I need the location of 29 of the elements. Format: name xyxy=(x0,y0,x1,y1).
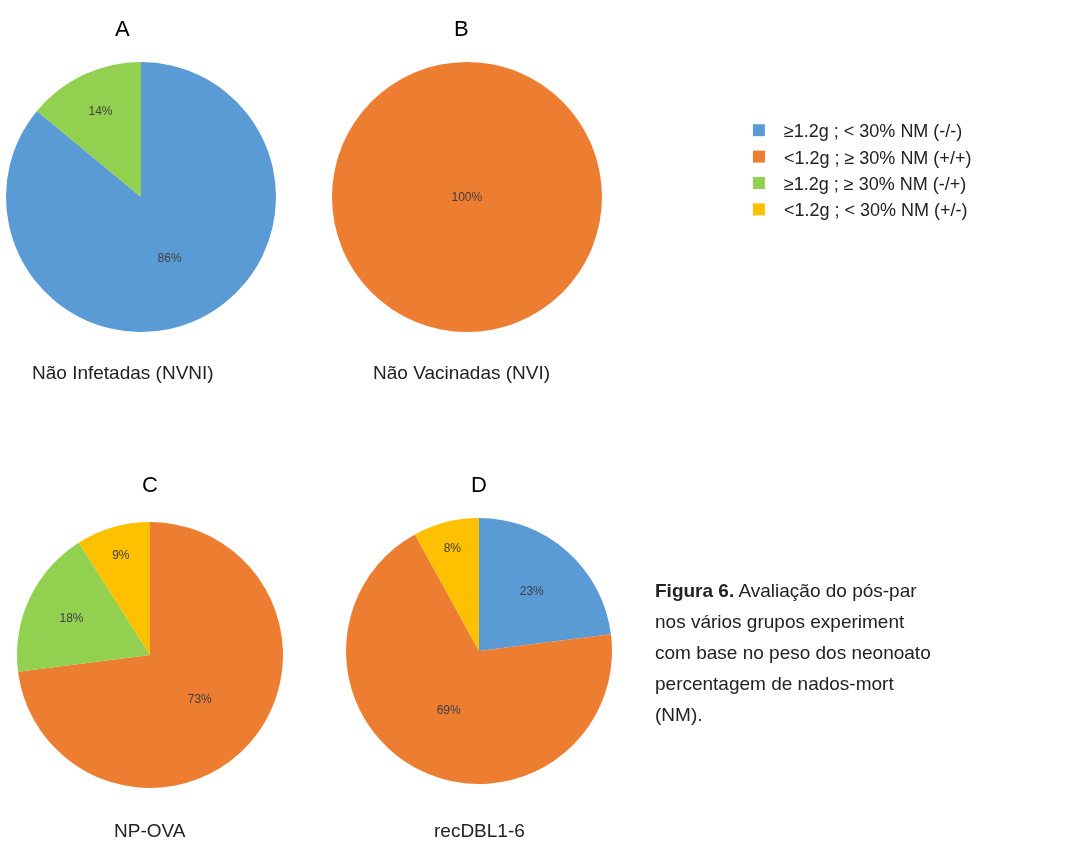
data-label: 14% xyxy=(88,104,113,119)
chart-title: D xyxy=(471,472,487,497)
legend-label: <1.2g ; ≥ 30% NM (+/+) xyxy=(783,147,972,168)
pie-slice xyxy=(479,518,611,651)
chart-title: B xyxy=(454,16,469,41)
data-label: 23% xyxy=(519,583,545,598)
pie-slice xyxy=(414,518,479,651)
data-label: 100% xyxy=(451,190,483,204)
text: Não Infetadas (NVNI) xyxy=(32,362,214,383)
chart-title: C xyxy=(142,472,158,497)
data-label: 86% xyxy=(157,251,182,266)
data-label: 8% xyxy=(443,540,462,555)
data-label: 18% xyxy=(59,611,84,626)
data-label: 73% xyxy=(187,691,213,706)
pie-slice xyxy=(18,522,283,788)
text: NP-OVA xyxy=(114,820,186,841)
data-label: 9% xyxy=(112,548,130,563)
chart-title: A xyxy=(115,16,130,41)
legend-label: ≥1.2g ; < 30% NM (-/-) xyxy=(783,121,963,142)
pie-slice xyxy=(6,62,276,332)
pie-slice xyxy=(17,542,150,672)
text: Não Vacinadas (NVI) xyxy=(373,362,551,383)
text: Figura 6. Avaliação do pós-par nos vários grupos experiment com base no peso dos neonoato percentagem de nados-mort (NM). xyxy=(655,579,931,727)
pie-slice xyxy=(36,62,141,197)
text: recDBL1-6 xyxy=(434,820,525,841)
legend-label: <1.2g ; < 30% NM (+/-) xyxy=(783,200,968,221)
legend-label: ≥1.2g ; ≥ 30% NM (-/+) xyxy=(783,174,967,195)
pie-slice xyxy=(346,534,612,784)
data-label: 69% xyxy=(436,703,461,718)
